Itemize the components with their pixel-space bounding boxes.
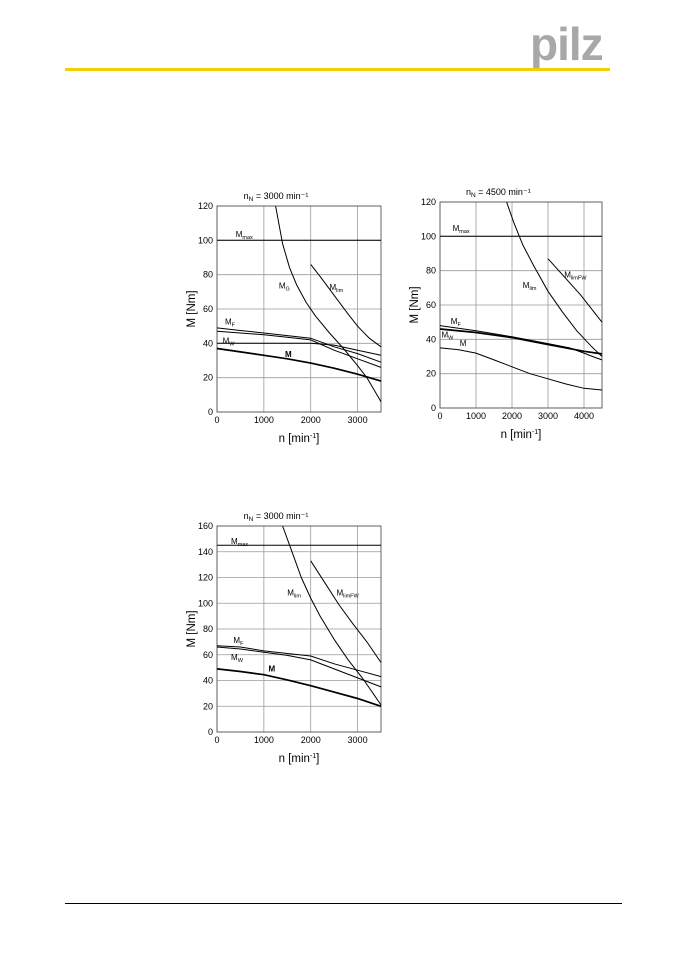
y-axis-label: M [Nm] (409, 286, 421, 323)
x-tick-label: 4000 (574, 411, 594, 421)
y-tick-label: 100 (198, 598, 213, 608)
y-tick-label: 40 (203, 338, 213, 348)
series-label-M_ref: M (269, 664, 276, 673)
y-axis-label: M [Nm] (186, 290, 198, 327)
series-line-M_W (216, 646, 382, 688)
series-line-M_lim (310, 264, 382, 348)
series-label-M_G: MG (279, 281, 290, 292)
series-label-M_lim: Mlim (329, 283, 343, 294)
y-tick-label: 80 (203, 270, 213, 280)
series-line-M_G (275, 205, 382, 402)
series-label-M_W: MW (441, 331, 454, 342)
series-line-M_base (217, 342, 382, 356)
logo-text: pilz (530, 20, 603, 68)
header-accent-rule (65, 68, 610, 71)
x-tick-label: 3000 (348, 735, 368, 745)
series-label-M_lim: Mlim (523, 281, 537, 292)
x-axis-label: n [min-1] (279, 753, 320, 765)
y-tick-label: 60 (203, 650, 213, 660)
series-line-M_limFW (310, 560, 382, 663)
y-tick-label: 100 (198, 235, 213, 245)
plot-frame (216, 205, 382, 413)
torque-chart-3000-bottom: 0 1000 2000 3000 0 20 40 60 80 100 120 140 160 nN = 3… (186, 511, 382, 765)
series-label-M_max: Mmax (453, 224, 470, 235)
footer-rule (65, 903, 622, 904)
x-axis-label: n [min-1] (501, 429, 542, 441)
series-line-M_lim (282, 525, 382, 706)
series-line-M_F (216, 645, 382, 678)
y-tick-label: 20 (426, 369, 436, 379)
plot-frame (216, 525, 382, 733)
x-tick-label: 0 (214, 415, 219, 425)
series-label-M_W: MW (231, 653, 244, 664)
y-tick-label: 20 (203, 701, 213, 711)
y-tick-label: 100 (421, 231, 436, 241)
y-tick-label: 0 (208, 407, 213, 417)
chart-title: nN = 3000 min⁻¹ (244, 511, 309, 523)
series-label-M_lim: Mlim (287, 589, 301, 600)
x-tick-label: 3000 (348, 415, 368, 425)
y-tick-label: 40 (426, 334, 436, 344)
series-line-M_ref (439, 347, 603, 391)
y-tick-label: 120 (421, 197, 436, 207)
x-tick-label: 0 (214, 735, 219, 745)
series-label-M_max: Mmax (236, 230, 253, 241)
y-tick-label: 120 (198, 201, 213, 211)
x-tick-label: 1000 (466, 411, 486, 421)
series-label-M_F: MF (225, 317, 236, 328)
plot-frame (439, 201, 603, 409)
series-label-M_limFW: MlimFW (336, 589, 359, 600)
series-label-M_W: MW (223, 336, 236, 347)
series-label-M_F: MF (451, 317, 462, 328)
y-tick-label: 120 (198, 573, 213, 583)
y-tick-label: 0 (431, 403, 436, 413)
y-tick-label: 0 (208, 727, 213, 737)
x-tick-label: 3000 (538, 411, 558, 421)
x-tick-label: 1000 (254, 415, 274, 425)
y-tick-label: 20 (203, 373, 213, 383)
x-tick-label: 0 (437, 411, 442, 421)
x-axis-label: n [min-1] (279, 433, 320, 445)
x-tick-label: 2000 (502, 411, 522, 421)
chart-title: nN = 3000 min⁻¹ (244, 191, 309, 203)
series-line-M_ref (216, 668, 382, 708)
series-label-M_ref: M (285, 350, 292, 359)
pilz-logo: pilz (530, 20, 604, 68)
y-tick-label: 40 (203, 676, 213, 686)
series-label-M_ref: M (460, 339, 467, 348)
torque-chart-4500: 0 1000 2000 3000 4000 0 20 40 60 80 100 120 nN = 450… (409, 187, 603, 441)
x-tick-label: 2000 (301, 735, 321, 745)
torque-chart-3000-left: 0 1000 2000 3000 0 20 40 60 80 100 120 nN = 3000 mi… (186, 191, 382, 445)
y-tick-label: 60 (426, 300, 436, 310)
y-tick-label: 80 (426, 266, 436, 276)
series-label-M_F: MF (233, 636, 244, 647)
x-tick-label: 2000 (301, 415, 321, 425)
series-label-M_max: Mmax (231, 537, 248, 548)
chart-title: nN = 4500 min⁻¹ (466, 187, 531, 199)
series-line-M_W (439, 328, 603, 355)
y-axis-label: M [Nm] (186, 610, 198, 647)
series-line-M_limFW (547, 258, 603, 323)
series-line-M_W (216, 330, 382, 368)
y-tick-label: 140 (198, 547, 213, 557)
x-tick-label: 1000 (254, 735, 274, 745)
y-tick-label: 80 (203, 624, 213, 634)
series-line-M_ref (216, 347, 382, 382)
y-tick-label: 60 (203, 304, 213, 314)
y-tick-label: 160 (198, 521, 213, 531)
series-line-M_F (216, 327, 382, 363)
series-line-M_lim (506, 201, 603, 357)
series-label-M_limFW: MlimFW (564, 271, 587, 282)
